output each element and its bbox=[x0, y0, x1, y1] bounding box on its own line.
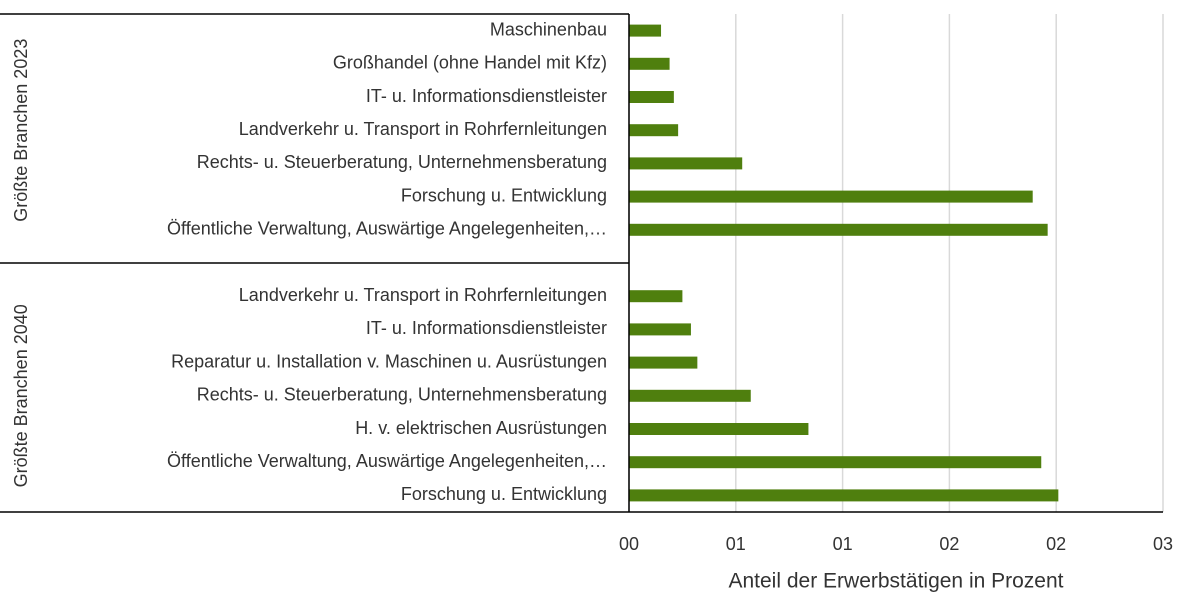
y-tick-label: IT- u. Informationsdienstleister bbox=[366, 86, 607, 106]
y-tick-label: Forschung u. Entwicklung bbox=[401, 185, 607, 205]
bar bbox=[629, 190, 1033, 203]
bar bbox=[629, 356, 698, 369]
bar bbox=[629, 290, 683, 303]
x-tick-label: 01 bbox=[833, 534, 853, 554]
bar bbox=[629, 489, 1059, 502]
x-tick-label: 03 bbox=[1153, 534, 1173, 554]
y-tick-label: Landverkehr u. Transport in Rohrfernleit… bbox=[239, 119, 607, 139]
x-tick-label: 01 bbox=[726, 534, 746, 554]
bar bbox=[629, 223, 1048, 236]
y-tick-label: Maschinenbau bbox=[490, 19, 607, 39]
x-axis-label: Anteil der Erwerbstätigen in Prozent bbox=[728, 570, 1063, 593]
x-tick-label: 00 bbox=[619, 534, 639, 554]
bar bbox=[629, 456, 1042, 469]
bar bbox=[629, 157, 743, 170]
y-tick-label: Öffentliche Verwaltung, Auswärtige Angel… bbox=[167, 451, 607, 471]
y-tick-label: Landverkehr u. Transport in Rohrfernleit… bbox=[239, 285, 607, 305]
y-tick-label: Rechts- u. Steuerberatung, Unternehmensb… bbox=[197, 152, 607, 172]
y-tick-label: Reparatur u. Installation v. Maschinen u… bbox=[171, 351, 607, 371]
y-tick-label: Großhandel (ohne Handel mit Kfz) bbox=[333, 53, 607, 73]
bar bbox=[629, 91, 674, 103]
y-tick-label: Rechts- u. Steuerberatung, Unternehmensb… bbox=[197, 385, 607, 405]
y-tick-label: Forschung u. Entwicklung bbox=[401, 484, 607, 504]
bar bbox=[629, 423, 809, 435]
bar bbox=[629, 389, 751, 402]
bar bbox=[629, 24, 662, 37]
bar bbox=[629, 57, 670, 70]
x-tick-label: 02 bbox=[1046, 534, 1066, 554]
y-tick-label: IT- u. Informationsdienstleister bbox=[366, 318, 607, 338]
group-label: Größte Branchen 2040 bbox=[11, 304, 31, 487]
bar bbox=[629, 124, 679, 137]
group-label: Größte Branchen 2023 bbox=[11, 39, 31, 222]
y-tick-label: H. v. elektrischen Ausrüstungen bbox=[355, 418, 607, 438]
bar bbox=[629, 323, 691, 336]
y-tick-label: Öffentliche Verwaltung, Auswärtige Angel… bbox=[167, 219, 607, 239]
x-tick-label: 02 bbox=[939, 534, 959, 554]
